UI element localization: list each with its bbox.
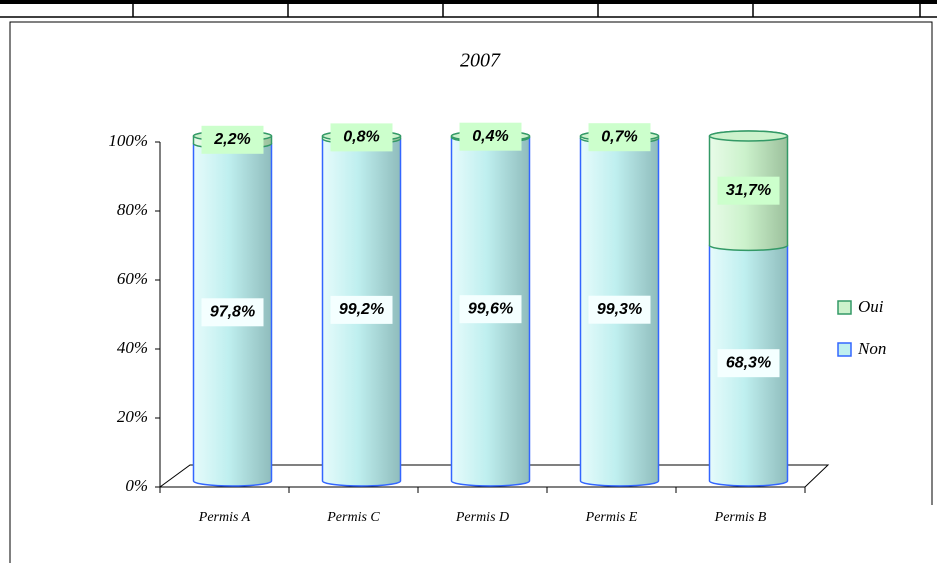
value-label: 31,7% [726,182,771,199]
y-tick-label: 20% [117,407,148,426]
x-tick-label: Permis D [455,510,509,525]
value-label: 0,7% [601,128,637,145]
chart-title: 2007 [460,50,501,72]
y-tick-label: 40% [117,338,148,357]
x-tick-label: Permis A [198,510,251,525]
x-tick-label: Permis B [714,510,767,525]
label-box [588,295,651,324]
label-box [588,123,651,152]
label-box [330,295,393,324]
legend-swatch [837,342,852,357]
x-tick-label: Permis C [326,510,380,525]
y-tick-label: 100% [108,131,148,150]
label-box [717,349,780,378]
value-label: 99,3% [597,301,642,318]
y-tick-label: 0% [125,476,148,495]
y-tick-label: 80% [117,200,148,219]
label-box [459,295,522,324]
value-label: 68,3% [726,354,771,371]
value-label: 99,2% [339,301,384,318]
value-label: 97,8% [210,304,255,321]
table-ticks [132,4,921,17]
legend-label: Non [857,339,886,358]
x-tick-label: Permis E [585,510,638,525]
value-label: 0,4% [472,128,508,145]
y-tick-label: 60% [117,269,148,288]
label-box [717,176,780,205]
top-border [0,0,937,4]
label-box [201,125,264,154]
value-label: 0,8% [343,129,379,146]
value-label: 2,2% [213,131,250,148]
bar-top [708,130,789,142]
floor [158,464,830,488]
label-box [330,123,393,152]
legend-label: Oui [858,297,884,316]
label-box [459,122,522,151]
value-label: 99,6% [468,300,513,317]
label-box [201,298,264,327]
chart-frame [9,21,933,563]
legend-swatch [837,300,852,315]
